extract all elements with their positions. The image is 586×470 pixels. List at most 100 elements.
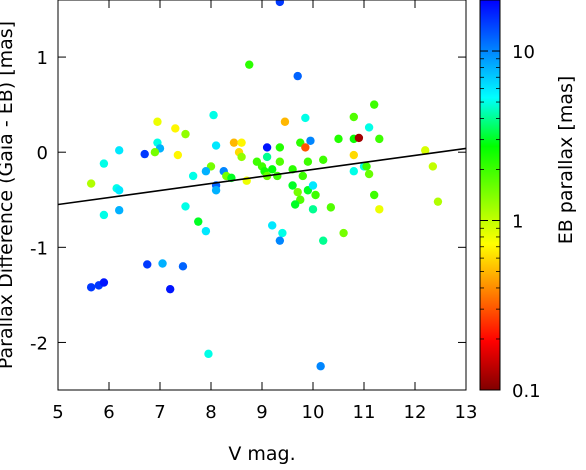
- data-point: [115, 206, 124, 215]
- data-point: [339, 228, 348, 238]
- data-point: [280, 117, 290, 126]
- data-point: [181, 202, 190, 211]
- data-point: [99, 210, 109, 220]
- data-point: [421, 146, 430, 155]
- data-points: [86, 0, 443, 371]
- x-tick-label: 6: [103, 402, 114, 423]
- data-point: [115, 146, 124, 155]
- data-point: [194, 217, 203, 226]
- data-point: [290, 200, 300, 209]
- data-point: [153, 117, 162, 126]
- data-point: [275, 157, 285, 166]
- data-point: [150, 147, 160, 157]
- x-tick-label: 9: [256, 402, 267, 423]
- data-point: [293, 71, 302, 81]
- data-point: [140, 149, 149, 159]
- data-point: [181, 129, 190, 139]
- data-point: [298, 171, 307, 181]
- data-point: [237, 138, 246, 147]
- data-point: [211, 141, 221, 150]
- y-tick-label: -1: [30, 238, 48, 259]
- colorbar-tick-label: 10: [512, 42, 535, 63]
- data-point: [99, 159, 109, 168]
- data-point: [349, 150, 358, 160]
- data-point: [173, 150, 183, 160]
- data-point: [201, 167, 211, 176]
- data-point: [301, 113, 310, 123]
- x-tick-label: 11: [353, 402, 376, 423]
- colorbar-title: EB parallax [mas]: [555, 76, 577, 245]
- data-point: [229, 138, 239, 147]
- data-point: [178, 262, 188, 271]
- data-point: [334, 134, 343, 144]
- data-point: [268, 221, 277, 230]
- x-tick-label: 8: [205, 402, 216, 423]
- x-tick-label: 7: [154, 402, 165, 423]
- data-point: [370, 190, 379, 200]
- data-point: [311, 190, 320, 200]
- data-point: [349, 167, 358, 176]
- data-point: [349, 112, 358, 122]
- data-point: [204, 349, 213, 359]
- data-point: [319, 236, 328, 245]
- data-point: [375, 205, 384, 214]
- colorbar: 0.1 1 10: [479, 0, 541, 402]
- data-point: [171, 124, 180, 133]
- y-tick-label: 0: [37, 143, 48, 164]
- data-point: [268, 165, 277, 174]
- data-point: [166, 284, 175, 294]
- x-axis: 5 6 7 8 9 10 11 12 13: [52, 0, 477, 423]
- x-axis-title: V mag.: [228, 443, 295, 465]
- data-point: [237, 152, 246, 162]
- fit-line-layer: [58, 147, 466, 206]
- data-point: [308, 181, 318, 190]
- data-point: [293, 187, 302, 197]
- x-tick-label: 10: [302, 402, 325, 423]
- data-point: [115, 186, 124, 195]
- y-axis: -2 -1 0 1: [30, 48, 466, 354]
- plot-frame: [57, 0, 467, 391]
- data-point: [301, 143, 310, 152]
- x-tick-label: 13: [455, 402, 478, 423]
- data-point: [316, 362, 325, 371]
- data-point: [262, 143, 272, 152]
- data-point: [245, 60, 254, 69]
- y-axis-title: Parallax Difference (Gaia - EB) [mas]: [0, 21, 17, 369]
- data-point: [209, 110, 218, 120]
- data-point: [211, 186, 221, 195]
- data-point: [362, 162, 371, 171]
- data-point: [308, 205, 318, 214]
- data-point: [288, 181, 297, 190]
- data-point: [99, 278, 109, 287]
- y-tick-label: -2: [30, 333, 48, 354]
- data-point: [188, 171, 198, 181]
- colorbar-tick-label: 0.1: [512, 381, 541, 402]
- data-point: [303, 157, 313, 166]
- colorbar-tick-label: 1: [512, 212, 523, 233]
- data-point: [306, 136, 315, 145]
- data-point: [86, 179, 96, 188]
- data-point: [273, 171, 282, 181]
- x-tick-label: 5: [52, 402, 63, 423]
- data-point: [433, 197, 443, 206]
- data-point: [262, 152, 272, 162]
- data-point: [278, 228, 287, 238]
- data-point: [201, 226, 211, 236]
- data-point: [326, 203, 336, 212]
- data-point: [319, 155, 328, 165]
- data-point: [364, 123, 374, 132]
- y-tick-label: 1: [37, 48, 48, 69]
- fit-line: [58, 147, 466, 206]
- data-point: [375, 134, 384, 144]
- data-point: [370, 100, 379, 109]
- colorbar-gradient: [479, 0, 501, 391]
- data-point: [143, 260, 152, 269]
- data-point: [275, 143, 285, 152]
- data-point: [364, 169, 374, 179]
- data-point: [428, 162, 438, 171]
- data-point: [158, 259, 167, 268]
- data-point: [354, 133, 364, 143]
- data-point: [86, 283, 96, 292]
- data-point: [275, 236, 285, 245]
